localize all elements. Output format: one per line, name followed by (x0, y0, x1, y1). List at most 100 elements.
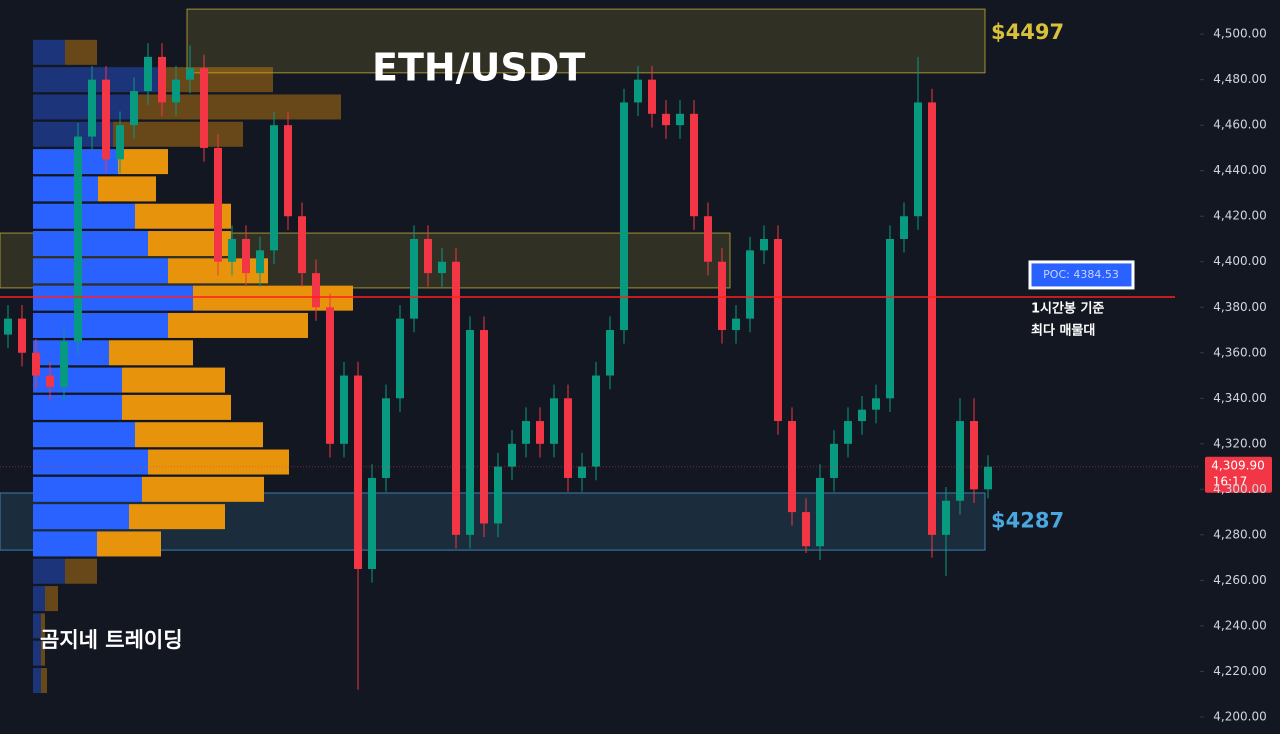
candle-body (830, 443, 838, 478)
candle-body (256, 250, 264, 274)
candle-body (88, 79, 96, 137)
poc-box (1028, 260, 1135, 290)
candle-body (900, 216, 908, 239)
candle-body (872, 398, 880, 410)
candle-body (802, 512, 810, 547)
y-tick-label: 4,500.00 (1213, 27, 1266, 41)
candle-body (130, 91, 138, 126)
profile-buy (33, 203, 135, 229)
profile-sell (135, 422, 263, 448)
profile-buy (33, 613, 41, 639)
profile-buy (33, 476, 142, 502)
candle-body (858, 409, 866, 422)
candle-body (354, 375, 362, 569)
candle-body (368, 477, 376, 569)
candle-body (620, 102, 628, 331)
profile-sell (133, 94, 341, 120)
candle-body (116, 125, 124, 160)
profile-sell (98, 176, 156, 202)
candle-body (424, 238, 432, 274)
profile-buy (33, 531, 97, 557)
y-tick-label: 4,340.00 (1213, 391, 1266, 405)
y-tick-label: 4,220.00 (1213, 664, 1266, 678)
candle-body (18, 318, 26, 353)
profile-sell (65, 558, 97, 584)
profile-sell (118, 149, 168, 175)
candle-body (592, 375, 600, 467)
candle-body (284, 125, 292, 217)
candle-body (662, 113, 670, 126)
profile-buy (33, 422, 135, 448)
candle-body (942, 500, 950, 535)
candle-body (158, 56, 166, 103)
profile-sell (168, 312, 308, 338)
y-tick-label: 4,440.00 (1213, 163, 1266, 177)
candle-body (46, 375, 54, 387)
y-tick-label: 4,280.00 (1213, 527, 1266, 541)
poc-label: POC: 4384.53 (1043, 268, 1119, 281)
y-tick-label: 4,460.00 (1213, 118, 1266, 132)
profile-buy (33, 586, 45, 612)
candle-body (74, 136, 82, 342)
candle-body (270, 125, 278, 251)
candle-body (410, 238, 418, 319)
candle-body (760, 238, 768, 251)
profile-buy (33, 231, 148, 257)
candle-body (340, 375, 348, 444)
profile-buy (33, 668, 41, 694)
candle-body (494, 466, 502, 524)
profile-sell (45, 586, 58, 612)
profile-buy (33, 640, 41, 666)
candle-body (452, 261, 460, 535)
profile-buy (33, 394, 122, 420)
profile-buy (33, 67, 163, 93)
candle-body (816, 477, 824, 547)
profile-sell (109, 340, 193, 366)
candle-body (690, 113, 698, 217)
candle-body (648, 79, 656, 114)
y-tick-label: 4,420.00 (1213, 209, 1266, 223)
y-tick-label: 4,260.00 (1213, 573, 1266, 587)
candle-body (186, 68, 194, 80)
candle-body (522, 421, 530, 444)
candle-body (914, 102, 922, 217)
profile-buy (33, 558, 65, 584)
profile-buy (33, 504, 129, 530)
candle-body (480, 330, 488, 524)
candle-body (200, 68, 208, 148)
candle-body (536, 421, 544, 444)
profile-sell (65, 39, 97, 65)
y-tick-label: 4,300.00 (1213, 482, 1266, 496)
price-tag (1205, 456, 1272, 493)
candle-body (326, 307, 334, 444)
candle-body (578, 466, 586, 478)
candle-body (382, 398, 390, 478)
profile-buy (33, 39, 65, 65)
profile-sell (193, 285, 353, 311)
y-tick-label: 4,400.00 (1213, 254, 1266, 268)
profile-buy (33, 258, 168, 284)
profile-sell (148, 449, 289, 475)
candle-body (144, 56, 152, 92)
profile-sell (163, 67, 273, 93)
candle-body (606, 330, 614, 376)
profile-buy (33, 94, 133, 120)
profile-sell (41, 668, 47, 694)
candle-body (312, 273, 320, 308)
candle-body (172, 79, 180, 103)
candle-body (438, 261, 446, 274)
candle-body (60, 341, 68, 387)
candle-body (508, 443, 516, 467)
candle-body (396, 318, 404, 399)
profile-buy (33, 285, 193, 311)
candle-body (228, 238, 236, 262)
zone-label: $4497 (991, 20, 1064, 44)
price-label: 4,309.90 (1211, 458, 1264, 472)
candle-body (886, 238, 894, 399)
poc-note: 최다 매물대 (1031, 322, 1095, 338)
profile-buy (33, 312, 168, 338)
y-tick-label: 4,380.00 (1213, 300, 1266, 314)
candle-body (746, 250, 754, 319)
poc-note: 1시간봉 기준 (1031, 300, 1104, 316)
